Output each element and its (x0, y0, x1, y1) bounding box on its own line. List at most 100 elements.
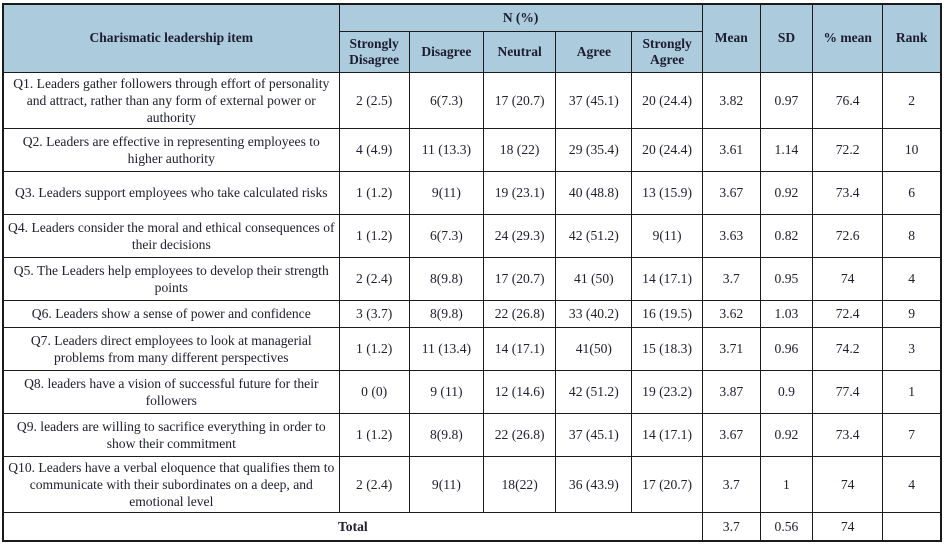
rank-cell: 6 (882, 170, 942, 215)
item-cell: Q2. Leaders are effective in representin… (2, 127, 340, 172)
n-cell-neutral: 22 (26.8) (483, 299, 557, 328)
rank-cell: 4 (882, 455, 942, 513)
n-cell-disagree: 9 (11) (408, 369, 485, 414)
mean-cell: 3.82 (701, 71, 761, 129)
total-rank-cell (882, 511, 942, 542)
sd-cell: 1.14 (759, 127, 814, 172)
n-cell-disagree: 11 (13.3) (408, 127, 485, 172)
item-cell: Q7. Leaders direct employees to look at … (2, 326, 340, 371)
total-mean-cell: 3.7 (701, 511, 761, 542)
mean-cell: 3.87 (701, 369, 761, 414)
item-cell: Q10. Leaders have a verbal eloquence tha… (2, 455, 340, 513)
rank-cell: 2 (882, 71, 942, 129)
pct-mean-cell: 74 (812, 256, 884, 301)
n-cell-strongly-disagree: 1 (1.2) (338, 326, 410, 371)
n-cell-disagree: 8(9.8) (408, 256, 485, 301)
n-cell-agree: 29 (35.4) (555, 127, 633, 172)
n-cell-neutral: 18 (22) (483, 127, 557, 172)
n-cell-neutral: 17 (20.7) (483, 256, 557, 301)
col-header-strongly-disagree: Strongly Disagree (338, 30, 410, 73)
item-cell: Q6. Leaders show a sense of power and co… (2, 299, 340, 328)
header-row-group: Charismatic leadership item N (%) Mean S… (2, 3, 942, 73)
n-cell-strongly-disagree: 2 (2.5) (338, 71, 410, 129)
n-cell-strongly-agree: 17 (20.7) (631, 455, 703, 513)
n-cell-neutral: 19 (23.1) (483, 170, 557, 215)
pct-mean-cell: 74 (812, 455, 884, 513)
n-cell-agree: 37 (45.1) (555, 412, 633, 457)
sd-cell: 0.97 (759, 71, 814, 129)
n-cell-disagree: 8(9.8) (408, 299, 485, 328)
n-cell-strongly-disagree: 1 (1.2) (338, 412, 410, 457)
charismatic-leadership-table: Charismatic leadership item N (%) Mean S… (2, 3, 942, 542)
item-cell: Q1. Leaders gather followers through eff… (2, 71, 340, 129)
mean-cell: 3.62 (701, 299, 761, 328)
rank-cell: 8 (882, 213, 942, 258)
rank-cell: 4 (882, 256, 942, 301)
col-header-mean: Mean (701, 3, 761, 73)
col-header-neutral: Neutral (483, 30, 557, 73)
n-cell-agree: 37 (45.1) (555, 71, 633, 129)
n-cell-strongly-agree: 15 (18.3) (631, 326, 703, 371)
n-cell-neutral: 18(22) (483, 455, 557, 513)
n-cell-agree: 42 (51.2) (555, 369, 633, 414)
mean-cell: 3.71 (701, 326, 761, 371)
item-cell: Q9. leaders are willing to sacrifice eve… (2, 412, 340, 457)
header-row-likert: Strongly Disagree Disagree Neutral Agree… (3, 30, 941, 73)
sd-cell: 0.95 (759, 256, 814, 301)
table-row-q4: Q4. Leaders consider the moral and ethic… (2, 213, 942, 258)
table-row-q7: Q7. Leaders direct employees to look at … (2, 326, 942, 371)
table-row-q1: Q1. Leaders gather followers through eff… (2, 71, 942, 129)
n-cell-disagree: 9(11) (408, 455, 485, 513)
n-cell-disagree: 11 (13.4) (408, 326, 485, 371)
col-header-rank: Rank (882, 3, 942, 73)
n-cell-disagree: 9(11) (408, 170, 485, 215)
table-body: Q1. Leaders gather followers through eff… (2, 71, 942, 542)
rank-cell: 3 (882, 326, 942, 371)
n-cell-strongly-agree: 14 (17.1) (631, 412, 703, 457)
n-cell-neutral: 24 (29.3) (483, 213, 557, 258)
table-row-q2: Q2. Leaders are effective in representin… (2, 127, 942, 172)
table-header: Charismatic leadership item N (%) Mean S… (2, 3, 942, 73)
n-cell-disagree: 8(9.8) (408, 412, 485, 457)
mean-cell: 3.7 (701, 256, 761, 301)
sd-cell: 0.96 (759, 326, 814, 371)
n-cell-neutral: 22 (26.8) (483, 412, 557, 457)
n-cell-strongly-agree: 20 (24.4) (631, 127, 703, 172)
col-header-item: Charismatic leadership item (2, 3, 340, 73)
n-cell-neutral: 12 (14.6) (483, 369, 557, 414)
col-header-n-percent-group: N (%) (338, 3, 703, 32)
pct-mean-cell: 72.4 (812, 299, 884, 328)
n-cell-strongly-disagree: 1 (1.2) (338, 213, 410, 258)
col-header-agree: Agree (555, 30, 633, 73)
sd-cell: 0.92 (759, 412, 814, 457)
table-row-q9: Q9. leaders are willing to sacrifice eve… (2, 412, 942, 457)
n-cell-agree: 36 (43.9) (555, 455, 633, 513)
n-cell-strongly-agree: 13 (15.9) (631, 170, 703, 215)
sd-cell: 0.9 (759, 369, 814, 414)
n-cell-strongly-agree: 9(11) (631, 213, 703, 258)
n-cell-strongly-disagree: 4 (4.9) (338, 127, 410, 172)
table-row-q3: Q3. Leaders support employees who take c… (2, 170, 942, 215)
col-header-strongly-agree: Strongly Agree (631, 30, 703, 73)
n-cell-disagree: 6(7.3) (408, 71, 485, 129)
pct-mean-cell: 76.4 (812, 71, 884, 129)
n-cell-agree: 33 (40.2) (555, 299, 633, 328)
item-cell: Q5. The Leaders help employees to develo… (2, 256, 340, 301)
col-header-disagree: Disagree (408, 30, 485, 73)
n-cell-strongly-agree: 14 (17.1) (631, 256, 703, 301)
n-cell-strongly-disagree: 3 (3.7) (338, 299, 410, 328)
mean-cell: 3.67 (701, 412, 761, 457)
sd-cell: 0.92 (759, 170, 814, 215)
item-cell: Q4. Leaders consider the moral and ethic… (2, 213, 340, 258)
n-cell-agree: 40 (48.8) (555, 170, 633, 215)
sd-cell: 1 (759, 455, 814, 513)
sd-cell: 0.82 (759, 213, 814, 258)
n-cell-strongly-agree: 16 (19.5) (631, 299, 703, 328)
item-cell: Q8. leaders have a vision of successful … (2, 369, 340, 414)
n-cell-strongly-disagree: 2 (2.4) (338, 256, 410, 301)
n-cell-strongly-disagree: 2 (2.4) (338, 455, 410, 513)
total-sd-cell: 0.56 (759, 511, 814, 542)
pct-mean-cell: 73.4 (812, 412, 884, 457)
sd-cell: 1.03 (759, 299, 814, 328)
rank-cell: 7 (882, 412, 942, 457)
